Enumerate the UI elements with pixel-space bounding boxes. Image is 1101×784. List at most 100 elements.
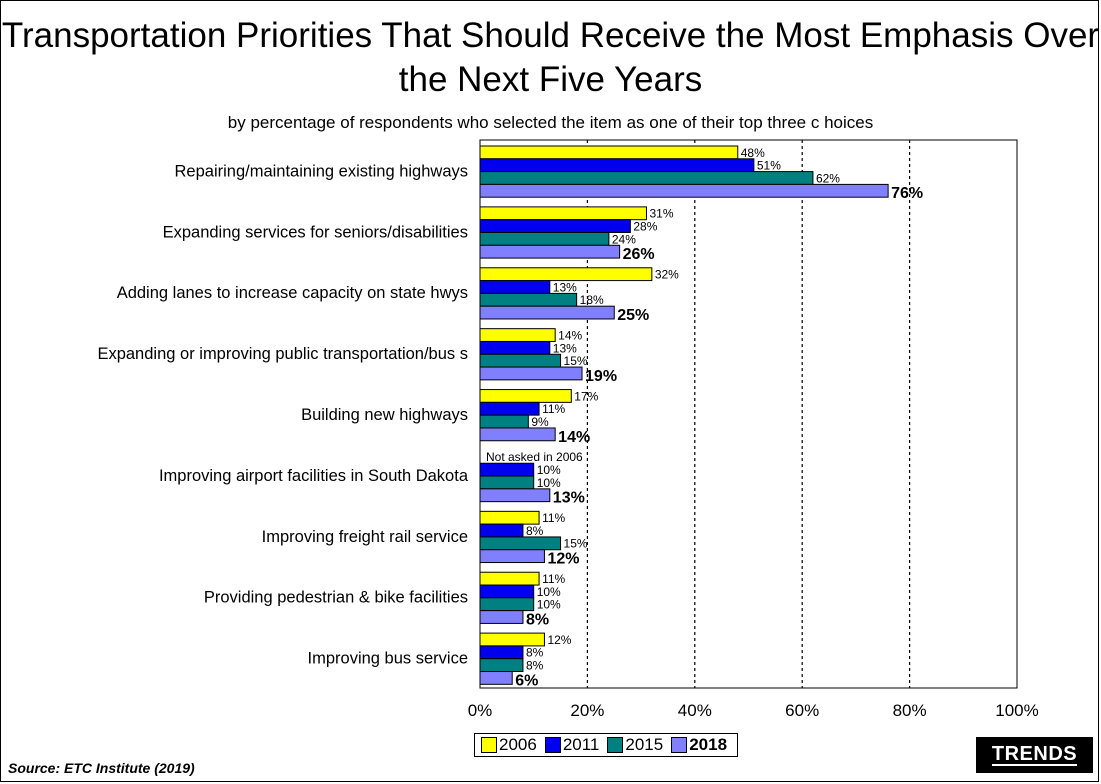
legend-label: 2006 — [499, 735, 537, 754]
bar-2018 — [479, 488, 551, 503]
bar-2006 — [479, 206, 647, 221]
category-label: Improving bus service — [308, 650, 468, 668]
bar-2015 — [479, 231, 610, 246]
data-label: 76% — [891, 185, 923, 202]
x-tick-label: 0% — [468, 701, 493, 720]
legend-swatch — [481, 737, 497, 753]
category-label: Improving freight rail service — [262, 528, 468, 546]
category-label: Repairing/maintaining existing highways — [175, 162, 469, 180]
legend-label: 2018 — [689, 735, 728, 754]
category-label: Expanding or improving public transporta… — [97, 345, 468, 363]
bar-2006 — [479, 571, 540, 586]
data-label: 25% — [617, 307, 649, 324]
bar-2011 — [479, 219, 631, 233]
data-label: 12% — [547, 633, 571, 647]
x-tick-label: 100% — [995, 701, 1038, 720]
data-label: 11% — [542, 572, 565, 586]
source-note: Source: ETC Institute (2019) — [8, 760, 195, 776]
logo-text: TRENDS — [991, 743, 1078, 766]
bar-2015 — [479, 353, 562, 368]
legend-item-2011: 2011 — [544, 735, 600, 755]
data-label: 9% — [531, 415, 549, 429]
bar-2018 — [479, 671, 513, 685]
bar-2006 — [479, 389, 572, 403]
category-label: Expanding services for seniors/disabilit… — [163, 223, 468, 241]
data-label: 31% — [649, 207, 673, 221]
data-label: 15% — [564, 537, 588, 551]
bar-2011 — [479, 584, 535, 599]
bar-2011 — [479, 462, 535, 477]
legend-item-2006: 2006 — [481, 735, 537, 755]
data-label: 13% — [553, 490, 585, 507]
data-label: 28% — [633, 219, 657, 233]
bar-2018 — [479, 549, 545, 564]
legend-label: 2011 — [562, 735, 600, 754]
legend-item-2018: 2018 — [671, 735, 727, 755]
data-label: 8% — [526, 659, 544, 673]
data-label: 10% — [537, 476, 561, 490]
data-label: 18% — [580, 293, 604, 307]
legend-swatch — [544, 737, 561, 753]
chart-subtitle: by percentage of respondents who selecte… — [227, 113, 874, 132]
data-label: 48% — [741, 146, 765, 160]
category-label: Building new highways — [301, 406, 468, 424]
bar-2011 — [479, 645, 524, 660]
bar-2018 — [479, 610, 524, 624]
bar-2006 — [479, 328, 556, 342]
bar-2006 — [479, 145, 739, 160]
bar-2018 — [479, 244, 621, 259]
data-label: 10% — [537, 598, 561, 612]
data-label: 24% — [612, 232, 636, 246]
bar-2006 — [479, 510, 540, 525]
data-label: 17% — [574, 389, 598, 403]
data-label: 10% — [537, 463, 561, 477]
bar-2015 — [479, 597, 535, 612]
chart-title: Transportation Priorities That Should Re… — [1, 16, 1100, 99]
bar-2018 — [479, 305, 615, 320]
bar-2011 — [479, 280, 551, 294]
data-label: 12% — [547, 551, 579, 568]
bar-2015 — [479, 292, 578, 307]
data-label: 26% — [623, 246, 655, 263]
bar-2011 — [479, 401, 540, 416]
data-label: 11% — [542, 511, 565, 525]
bar-2011 — [479, 523, 524, 538]
category-label: Providing pedestrian & bike facilities — [204, 589, 468, 607]
bar-2011 — [479, 340, 551, 355]
category-label: Improving airport facilities in South Da… — [159, 467, 469, 485]
data-label: 6% — [515, 672, 538, 689]
trends-logo: TRENDS — [976, 737, 1093, 773]
bar-2018 — [479, 366, 583, 381]
data-label: 8% — [526, 611, 549, 628]
data-label: 8% — [526, 524, 544, 538]
data-label: 13% — [553, 280, 577, 294]
x-tick-label: 20% — [570, 701, 604, 720]
x-tick-label: 40% — [678, 701, 712, 720]
bar-2015 — [479, 475, 535, 490]
bar-2015 — [479, 536, 562, 551]
bar-2018 — [479, 427, 556, 442]
annotation-label: Not asked in 2006 — [486, 450, 583, 464]
data-label: 51% — [757, 159, 781, 173]
data-label: 62% — [816, 171, 840, 185]
data-label: 14% — [558, 328, 582, 342]
data-label: 32% — [655, 268, 679, 282]
data-label: 14% — [558, 429, 590, 446]
x-tick-label: 80% — [893, 701, 927, 720]
chart-legend: 2006 2011 2015 2018 — [474, 733, 739, 757]
data-label: 13% — [553, 341, 577, 355]
bar-2011 — [479, 158, 755, 173]
data-label: 11% — [542, 402, 565, 416]
bar-2015 — [479, 171, 814, 185]
category-label: Adding lanes to increase capacity on sta… — [117, 284, 468, 302]
legend-swatch — [607, 737, 624, 753]
bar-2015 — [479, 658, 524, 673]
bar-2018 — [479, 183, 889, 198]
x-tick-label: 60% — [785, 701, 819, 720]
legend-item-2015: 2015 — [607, 735, 663, 755]
bar-2006 — [479, 632, 545, 647]
data-label: 19% — [585, 368, 617, 385]
legend-label: 2015 — [625, 735, 664, 754]
data-label: 15% — [564, 354, 588, 368]
